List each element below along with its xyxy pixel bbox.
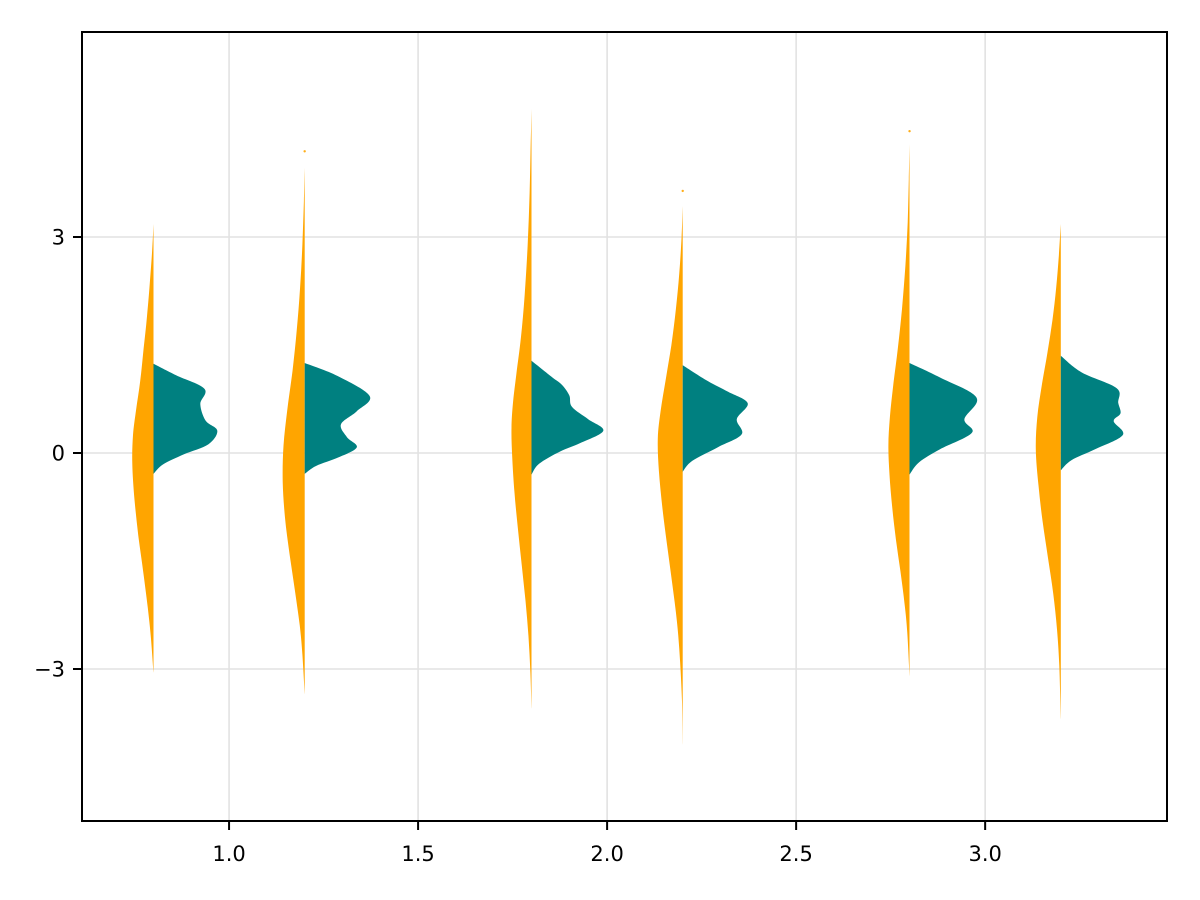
- y-tick-label: 0: [52, 441, 65, 465]
- violin-tail-dot: [908, 129, 911, 133]
- violin-tail-dot: [303, 150, 306, 153]
- y-tick-label: −3: [34, 658, 65, 682]
- x-tick-label: 1.5: [401, 842, 434, 866]
- violin-right-half: [682, 365, 748, 472]
- violin-left-half: [282, 167, 305, 695]
- violin-right-half: [1060, 355, 1124, 471]
- violin-right-half: [531, 360, 604, 475]
- violin-right-half: [909, 363, 978, 475]
- x-tick-label: 2.0: [590, 842, 623, 866]
- y-tick-label: 3: [52, 225, 65, 249]
- violin-right-half: [304, 363, 371, 474]
- violin-left-half: [132, 224, 154, 673]
- x-tick-label: 3.0: [968, 842, 1001, 866]
- violin-left-half: [1035, 224, 1061, 720]
- plot-frame: [81, 31, 1168, 822]
- violin-left-half: [511, 108, 532, 709]
- violin-left-half: [657, 206, 683, 745]
- violin-tail-dot: [681, 189, 684, 193]
- x-tick-label: 2.5: [779, 842, 812, 866]
- violin-left-half: [888, 144, 910, 677]
- violin-right-half: [153, 363, 218, 474]
- x-tick-label: 1.0: [212, 842, 245, 866]
